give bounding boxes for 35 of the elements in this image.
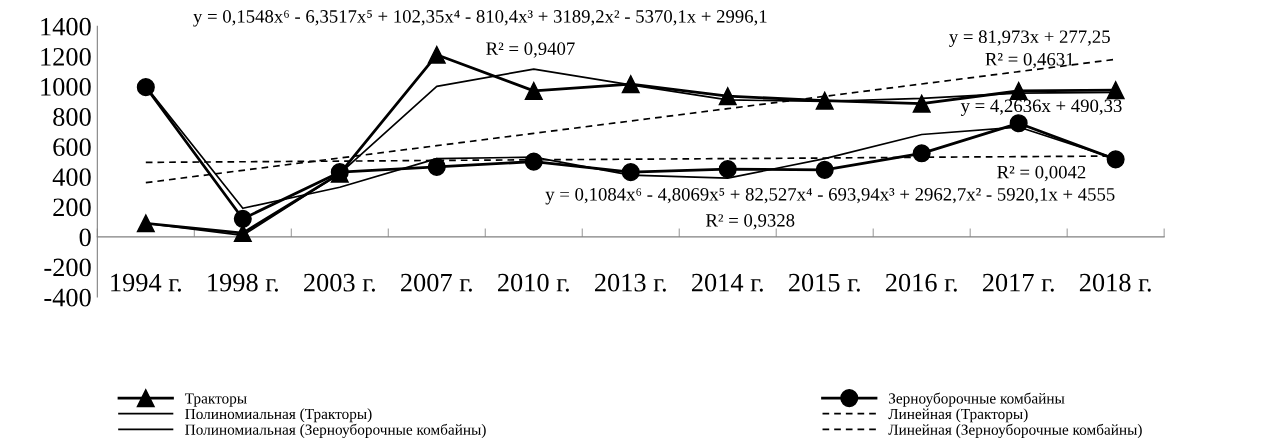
x-tick-label: 1998 г. [208,273,278,292]
y-tick-label: 0 [79,228,91,247]
y-tick-label: 1400 [41,17,91,36]
legend-label: Тракторы [184,393,247,407]
x-tick-label: 2017 г. [982,273,1054,292]
x-tick-label: 2003 г. [304,273,375,292]
x-tick-label: 2013 г. [594,273,666,292]
annotation: y = 4,2636x + 490,33 [960,99,1122,116]
y-tick-label: 200 [53,198,91,217]
annotation: R² = 0,0042 [997,165,1086,182]
y-tick-label: 600 [53,138,91,156]
x-tick-label: 2007 г. [401,273,472,292]
x-tick-label: 1994 г. [111,273,181,292]
y-tick-label: 1200 [41,47,91,66]
annotation: y = 0,1084x⁶ - 4,8069x⁵ + 82,527x⁴ - 693,94x³ + 2962,7x² - 5920,1x + 4555 [545,188,1115,205]
x-tick-label: 2018 г. [1079,273,1151,292]
annotation: R² = 0,9407 [486,42,575,58]
legend-label: Полиномиальная (Зерноуборочные комбайны) [185,423,486,438]
x-tick-label: 2010 г. [498,273,569,292]
y-tick-label: 400 [52,168,91,187]
annotation: R² = 0,9328 [705,214,795,230]
y-tick-label: 1000 [41,77,91,96]
y-tick-label: -400 [44,288,91,307]
y-tick-label: 800 [53,108,91,126]
annotation: R² = 0,4631 [985,52,1074,69]
legend-label: Линейная (Зерноуборочные комбайны) [888,423,1142,438]
legend-label: Линейная (Тракторы) [888,408,1028,423]
annotation: y = 81,973x + 277,25 [949,30,1110,47]
x-tick-label: 2016 г. [885,273,957,292]
x-tick-label: 2015 г. [788,273,860,292]
legend-label: Полиномиальная (Тракторы) [185,408,372,423]
y-tick-label: -200 [44,258,91,277]
x-tick-label: 2014 г. [691,273,763,292]
legend-label: Зерноуборочные комбайны [888,392,1065,407]
annotation: y = 0,1548x⁶ - 6,3517x⁵ + 102,35x⁴ - 810,4x³ + 3189,2x² - 5370,1x + 2996,1 [193,10,767,27]
